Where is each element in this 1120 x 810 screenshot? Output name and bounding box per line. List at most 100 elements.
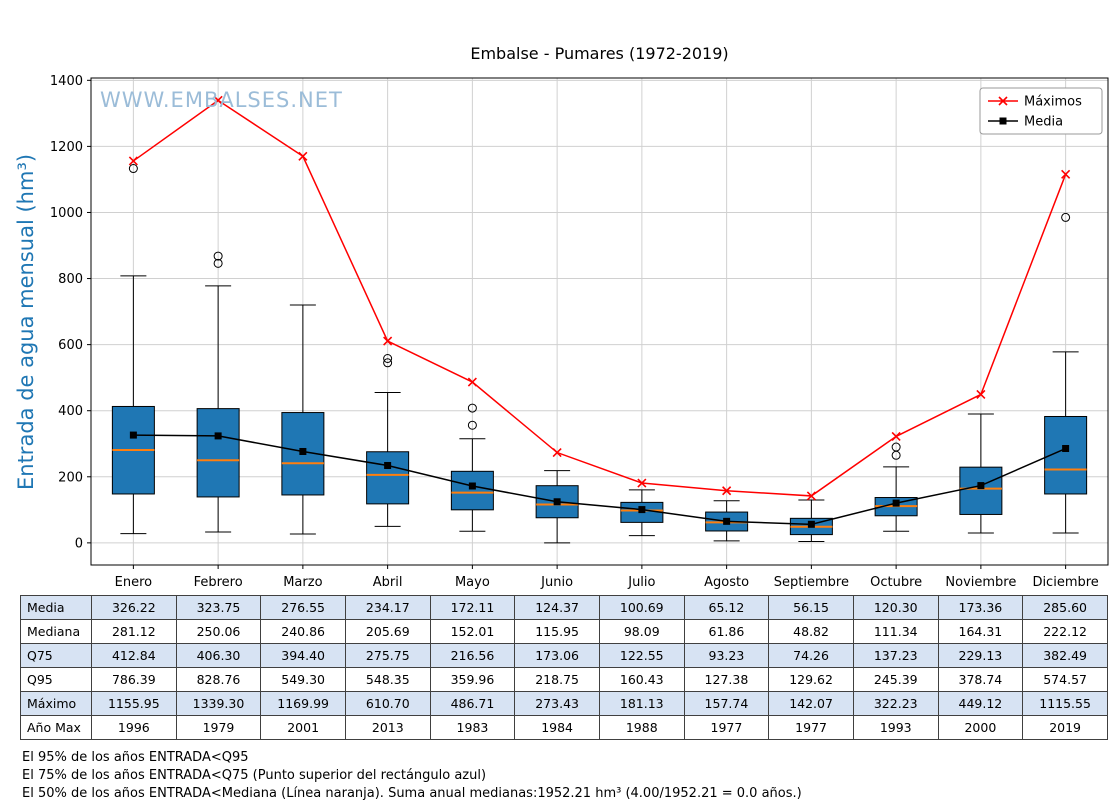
- x-marker: [806, 491, 816, 501]
- stat-cell: 323.75: [175, 595, 262, 620]
- watermark: WWW.EMBALSES.NET: [100, 88, 343, 112]
- square-marker: [977, 482, 985, 490]
- iqr-box: [450, 470, 494, 511]
- footnotes: El 95% de los años ENTRADA<Q95 El 75% de…: [22, 749, 802, 803]
- stat-cell: 1984: [514, 715, 600, 740]
- stats-row: Mediana 281.12 250.06 240.86 205.69 152.01 115…: [20, 619, 1108, 644]
- stat-cell: 250.06: [175, 619, 262, 644]
- stat-cell: 111.34: [852, 619, 939, 644]
- stat-cell: 2001: [260, 715, 346, 740]
- row-label: Máximo: [20, 691, 92, 716]
- y-tick-label: 1400: [50, 74, 83, 89]
- stat-cell: 93.23: [683, 643, 770, 668]
- stat-cell: 1988: [598, 715, 685, 740]
- footnote-q75: El 75% de los años ENTRADA<Q75 (Punto su…: [22, 767, 487, 783]
- y-tick-label: 600: [58, 338, 83, 353]
- stat-cell: 322.23: [852, 691, 939, 716]
- stat-cell: 115.95: [514, 619, 600, 644]
- square-marker: [638, 506, 646, 514]
- stat-cell: 65.12: [683, 595, 770, 620]
- row-label: Q95: [20, 667, 92, 692]
- stats-row: Máximo 1155.95 1339.30 1169.99 610.70 486.71 2…: [20, 691, 1108, 716]
- x-marker: [467, 377, 477, 387]
- stat-cell: 137.23: [852, 643, 939, 668]
- stat-cell: 412.84: [91, 643, 177, 668]
- stat-cell: 234.17: [344, 595, 431, 620]
- y-tick-label: 200: [58, 470, 83, 485]
- x-marker: [891, 431, 901, 441]
- stat-cell: 549.30: [260, 667, 346, 692]
- x-marker: [213, 95, 223, 105]
- row-label: Mediana: [20, 619, 92, 644]
- stat-cell: 2013: [344, 715, 431, 740]
- chart-title: Embalse - Pumares (1972-2019): [470, 44, 729, 63]
- footnote-q95: El 95% de los años ENTRADA<Q95: [22, 750, 249, 765]
- stat-cell: 98.09: [598, 619, 685, 644]
- stat-cell: 275.75: [344, 643, 431, 668]
- outlier-point: [213, 251, 223, 261]
- boxplot-febrero: [196, 251, 240, 533]
- outlier-point: [1061, 212, 1071, 222]
- square-marker: [468, 482, 476, 490]
- stat-cell: 378.74: [937, 667, 1024, 692]
- stats-row: Q75 412.84 406.30 394.40 275.75 216.56 173.06 1…: [20, 643, 1108, 668]
- stat-cell: 129.62: [768, 667, 854, 692]
- stat-cell: 326.22: [91, 595, 177, 620]
- boxplot-enero: [111, 164, 155, 535]
- x-marker: [722, 486, 732, 496]
- square-marker: [214, 432, 222, 440]
- stat-cell: 574.57: [1022, 667, 1108, 692]
- stat-cell: 216.56: [429, 643, 516, 668]
- x-tick-label: Julio: [627, 575, 655, 590]
- x-tick-label: Abril: [373, 575, 403, 590]
- stat-cell: 786.39: [91, 667, 177, 692]
- stat-cell: 394.40: [260, 643, 346, 668]
- y-axis-label: Entrada de agua mensual (hm³): [14, 153, 38, 490]
- stats-row: Q95 786.39 828.76 549.30 548.35 359.96 218.75 1…: [20, 667, 1108, 692]
- stat-cell: 406.30: [175, 643, 262, 668]
- boxplot-noviembre: [959, 413, 1003, 534]
- stat-cell: 240.86: [260, 619, 346, 644]
- outlier-point: [467, 420, 477, 430]
- x-marker: [1061, 169, 1071, 179]
- square-marker: [723, 517, 731, 525]
- stat-cell: 359.96: [429, 667, 516, 692]
- x-tick-label: Febrero: [194, 575, 243, 590]
- stat-cell: 205.69: [344, 619, 431, 644]
- stat-cell: 1983: [429, 715, 516, 740]
- stat-cell: 74.26: [768, 643, 854, 668]
- boxplot-junio: [535, 470, 579, 544]
- monthly-stats-table: Media 326.22 323.75 276.55 234.17 172.11 124.3…: [20, 595, 1108, 740]
- stat-cell: 276.55: [260, 595, 346, 620]
- x-tick-label: Septiembre: [774, 575, 849, 590]
- x-tick-label: Enero: [115, 575, 153, 590]
- stat-cell: 1996: [91, 715, 177, 740]
- stat-cell: 173.06: [514, 643, 600, 668]
- boxplots: [111, 164, 1088, 544]
- square-marker: [384, 461, 392, 469]
- outlier-point: [383, 354, 393, 364]
- stat-cell: 1977: [768, 715, 854, 740]
- square-marker: [553, 498, 561, 506]
- stat-cell: 285.60: [1022, 595, 1108, 620]
- stat-cell: 828.76: [175, 667, 262, 692]
- boxplot-marzo: [281, 304, 325, 535]
- stat-cell: 152.01: [429, 619, 516, 644]
- x-marker: [637, 478, 647, 488]
- x-marker: [298, 151, 308, 161]
- outlier-point: [128, 164, 138, 174]
- stat-cell: 1115.55: [1022, 691, 1108, 716]
- iqr-box: [959, 466, 1003, 515]
- stat-cell: 172.11: [429, 595, 516, 620]
- x-tick-label: Junio: [540, 575, 573, 590]
- maximos-line: [128, 95, 1071, 501]
- stat-cell: 142.07: [768, 691, 854, 716]
- outlier-point: [383, 358, 393, 368]
- y-axis: 0 200 400 600 800 1000 1200 1400: [50, 74, 91, 551]
- stat-cell: 1977: [683, 715, 770, 740]
- stat-cell: 486.71: [429, 691, 516, 716]
- square-marker: [807, 520, 815, 528]
- legend: Máximos Media: [979, 87, 1103, 135]
- outlier-point: [213, 258, 223, 268]
